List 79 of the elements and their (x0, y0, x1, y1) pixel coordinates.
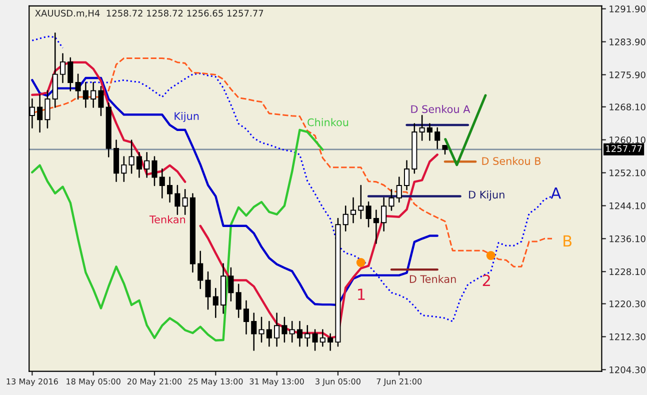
candlestick (282, 316, 288, 343)
candlestick (236, 284, 242, 318)
candlestick (320, 329, 326, 347)
candlestick (228, 267, 234, 302)
candlestick (90, 82, 96, 108)
y-tick-label: 1228.10 (610, 268, 646, 276)
candlestick (159, 168, 165, 199)
candlestick (174, 184, 180, 215)
candlestick (289, 320, 295, 343)
annotation: Tenkan (149, 215, 186, 224)
y-tick-label: 1283.90 (610, 38, 646, 46)
x-tick-label: 13 May 2016 (6, 378, 58, 386)
y-tick-label: 1268.10 (610, 104, 646, 110)
candlestick (182, 189, 188, 215)
y-tick-label: 1260.10 (610, 136, 646, 144)
candlestick (388, 189, 394, 211)
annotation: D Senkou B (482, 156, 541, 165)
annotation: D Kijun (469, 190, 504, 201)
candlestick (75, 74, 81, 100)
candlestick (144, 152, 150, 178)
candlestick (266, 320, 272, 347)
y-tick-label: 1275.90 (610, 71, 646, 78)
annotation: 2 (482, 274, 490, 286)
candlestick (350, 197, 356, 224)
candlestick (98, 86, 104, 116)
annotation: Chinkou (308, 118, 348, 126)
candlestick (205, 271, 211, 310)
candlestick (198, 250, 204, 290)
y-tick-label: 1220.30 (610, 300, 646, 308)
candlestick (258, 316, 264, 343)
candlestick (251, 312, 257, 351)
x-tick-label: 18 May 05:00 (66, 378, 120, 386)
ref-line-label: 1257.77 (606, 145, 642, 152)
annotation: D Senkou A (411, 105, 470, 114)
x-tick-label: 31 May 13:00 (250, 378, 304, 386)
y-tick-label: 1204.30 (610, 366, 646, 374)
candlestick (152, 156, 158, 186)
candlestick (312, 329, 318, 351)
candlestick (212, 288, 218, 318)
candlestick (366, 201, 372, 228)
annotation: 1 (358, 288, 365, 300)
annotation: B (564, 235, 572, 247)
line-series (31, 128, 324, 342)
candlestick (243, 300, 250, 334)
candlestick (121, 156, 127, 182)
candlestick (434, 127, 440, 150)
x-tick-label: 7 Jun 21:00 (376, 378, 422, 386)
candlestick (419, 114, 425, 141)
y-tick-label: 1291.90 (610, 6, 646, 12)
candlestick (60, 53, 66, 84)
candlestick (304, 324, 310, 347)
chart-title: XAUUSD.m,H4 1258.72 1258.72 1256.65 1257.77 (35, 10, 264, 18)
annotation: Kijun (174, 112, 199, 122)
annotation: D Tenkan (410, 274, 456, 283)
candlestick (37, 94, 43, 133)
candlestick (274, 312, 280, 347)
candlestick (128, 140, 134, 174)
candlestick (68, 57, 74, 92)
candlestick (381, 197, 387, 232)
candlestick (44, 90, 50, 128)
y-tick-label: 1252.10 (610, 169, 646, 176)
y-tick-label: 1244.10 (610, 202, 646, 210)
x-tick-label: 3 Jun 05:00 (316, 378, 360, 386)
annotation: A (550, 188, 561, 199)
candlestick (342, 205, 348, 232)
candlestick (167, 176, 173, 203)
candlestick (373, 210, 379, 244)
candlestick (396, 176, 402, 203)
candlestick (426, 123, 432, 141)
x-tick-label: 25 May 13:00 (188, 378, 243, 386)
y-tick-label: 1212.30 (610, 333, 646, 340)
candlestick (404, 160, 410, 190)
y-tick-label: 1236.10 (610, 235, 646, 242)
candlestick (358, 184, 364, 220)
x-tick-label: 20 May 21:00 (127, 378, 182, 386)
candlestick (328, 333, 334, 351)
candlestick (296, 320, 303, 347)
candlestick (82, 82, 88, 108)
candlestick (136, 152, 142, 178)
